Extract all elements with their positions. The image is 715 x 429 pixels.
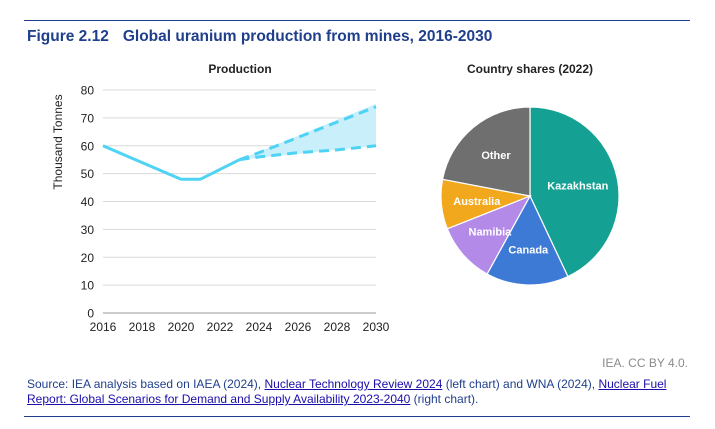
pie-label-kazakhstan: Kazakhstan xyxy=(547,180,608,192)
nuclear-fuel-report-link[interactable]: Nuclear Fuel Report: Global Scenarios fo… xyxy=(27,377,667,406)
y-tick-label: 40 xyxy=(81,195,95,209)
figure-title-text: Global uranium production from mines, 20… xyxy=(122,28,493,45)
y-tick-label: 0 xyxy=(87,307,94,321)
series-line-high-projection xyxy=(238,105,377,162)
pie-slice-kazakhstan xyxy=(529,106,620,278)
source-note: Source: IEA analysis based on IAEA (2024… xyxy=(27,377,692,407)
pie-chart-slices xyxy=(440,106,620,286)
pie-chart-title: Country shares (2022) xyxy=(467,62,593,76)
credit-text: IEA. CC BY 4.0. xyxy=(602,356,688,370)
x-tick-label: 2020 xyxy=(168,320,195,334)
y-tick-label: 10 xyxy=(81,279,95,293)
line-chart-title: Production xyxy=(208,62,271,76)
x-tick-label: 2016 xyxy=(90,320,117,334)
x-tick-label: 2022 xyxy=(207,320,234,334)
pie-label-australia: Australia xyxy=(453,196,501,208)
pie-slice-canada xyxy=(486,194,569,286)
y-tick-label: 50 xyxy=(81,167,95,181)
figure-title: Figure 2.12 Global uranium production fro… xyxy=(27,28,492,46)
line-chart-x-ticks: 2016 2018 2020 2022 2024 2026 2028 2030 xyxy=(90,320,390,334)
pie-label-other: Other xyxy=(481,150,511,162)
figure-number: Figure 2.12 xyxy=(27,28,109,45)
y-tick-label: 80 xyxy=(81,84,95,98)
y-tick-label: 20 xyxy=(81,251,95,265)
source-suffix: (right chart). xyxy=(410,392,479,406)
line-chart-gridlines xyxy=(103,89,376,314)
source-prefix: Source: IEA analysis based on IAEA (2024… xyxy=(27,377,265,391)
y-tick-label: 60 xyxy=(81,139,95,153)
bottom-rule xyxy=(24,416,690,417)
pie-label-namibia: Namibia xyxy=(469,226,513,238)
y-tick-label: 70 xyxy=(81,111,95,125)
x-tick-label: 2030 xyxy=(363,320,390,334)
pie-slice-other xyxy=(441,106,531,197)
pie-chart-labels: Kazakhstan Canada Namibia Australia Other xyxy=(453,150,608,257)
x-tick-label: 2018 xyxy=(129,320,156,334)
nuclear-technology-review-link[interactable]: Nuclear Technology Review 2024 xyxy=(264,377,443,391)
line-chart-y-ticks: 0 10 20 30 40 50 60 70 80 xyxy=(81,84,95,321)
line-chart-series xyxy=(102,105,377,181)
y-tick-label: 30 xyxy=(81,223,95,237)
source-mid: (left chart) and WNA (2024), xyxy=(442,377,599,391)
x-tick-label: 2028 xyxy=(324,320,351,334)
line-chart-y-axis-label: Thousand Tonnes xyxy=(51,94,65,189)
x-tick-label: 2024 xyxy=(246,320,273,334)
x-tick-label: 2026 xyxy=(285,320,312,334)
series-line-historical xyxy=(102,144,241,181)
pie-label-canada: Canada xyxy=(508,244,549,256)
top-rule xyxy=(24,20,690,21)
